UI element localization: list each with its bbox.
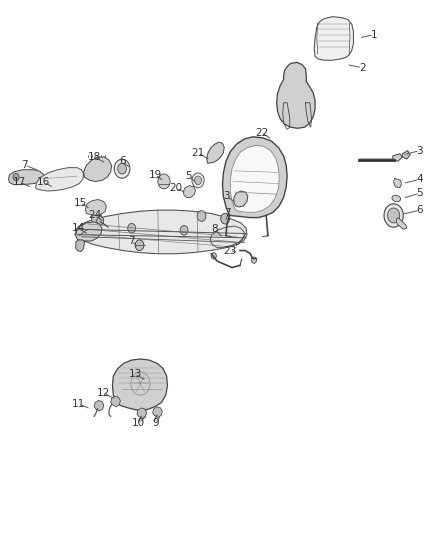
Text: 22: 22	[255, 127, 268, 138]
Circle shape	[114, 159, 130, 178]
Polygon shape	[234, 191, 248, 207]
Polygon shape	[183, 185, 195, 197]
Text: 3: 3	[417, 146, 423, 156]
Polygon shape	[210, 226, 244, 247]
Polygon shape	[111, 396, 120, 407]
Text: 21: 21	[191, 148, 205, 158]
Polygon shape	[207, 142, 224, 164]
Polygon shape	[277, 62, 315, 128]
Polygon shape	[223, 137, 287, 217]
Ellipse shape	[392, 195, 401, 201]
Polygon shape	[403, 151, 410, 159]
Text: 19: 19	[148, 169, 162, 180]
Circle shape	[158, 174, 170, 189]
Circle shape	[180, 225, 188, 235]
Circle shape	[197, 211, 206, 221]
Polygon shape	[94, 400, 104, 411]
Polygon shape	[314, 17, 353, 60]
Circle shape	[194, 176, 201, 184]
Circle shape	[97, 216, 104, 225]
Circle shape	[118, 164, 127, 174]
Text: 1: 1	[371, 30, 377, 40]
Text: 4: 4	[417, 174, 423, 184]
Circle shape	[192, 173, 204, 188]
Circle shape	[92, 212, 102, 225]
Text: 13: 13	[128, 369, 142, 379]
Circle shape	[388, 208, 400, 223]
Polygon shape	[35, 167, 84, 191]
Polygon shape	[75, 210, 247, 254]
Text: 10: 10	[132, 418, 145, 428]
Polygon shape	[85, 199, 106, 215]
Polygon shape	[9, 169, 43, 184]
Polygon shape	[396, 217, 407, 229]
Text: 18: 18	[88, 152, 101, 162]
Text: 2: 2	[359, 63, 366, 72]
Polygon shape	[76, 240, 85, 252]
Circle shape	[135, 240, 144, 251]
Text: 5: 5	[417, 188, 423, 198]
Polygon shape	[230, 146, 279, 212]
Polygon shape	[394, 178, 402, 188]
Circle shape	[211, 253, 216, 259]
Text: 16: 16	[37, 177, 50, 187]
Polygon shape	[113, 359, 167, 410]
Text: 5: 5	[185, 171, 192, 181]
Circle shape	[128, 223, 136, 233]
Text: 14: 14	[72, 223, 85, 233]
Circle shape	[251, 257, 257, 263]
Polygon shape	[137, 408, 147, 418]
Polygon shape	[393, 154, 403, 161]
Polygon shape	[76, 222, 102, 241]
Text: 11: 11	[72, 399, 85, 409]
Text: 23: 23	[223, 246, 236, 255]
Text: 9: 9	[152, 418, 159, 428]
Text: 17: 17	[13, 177, 27, 187]
Text: 20: 20	[170, 183, 183, 193]
Text: 3: 3	[223, 191, 230, 201]
Circle shape	[13, 173, 19, 181]
Circle shape	[221, 213, 230, 224]
Text: 15: 15	[74, 198, 87, 208]
Text: 6: 6	[119, 156, 125, 166]
Text: 7: 7	[224, 208, 231, 219]
Polygon shape	[152, 407, 162, 417]
Circle shape	[384, 204, 403, 227]
Polygon shape	[84, 157, 112, 181]
Text: 6: 6	[417, 205, 423, 215]
Text: 12: 12	[97, 388, 110, 398]
Text: 7: 7	[128, 236, 135, 246]
Text: 8: 8	[211, 224, 218, 235]
Text: 7: 7	[21, 160, 28, 170]
Text: 24: 24	[88, 211, 101, 221]
